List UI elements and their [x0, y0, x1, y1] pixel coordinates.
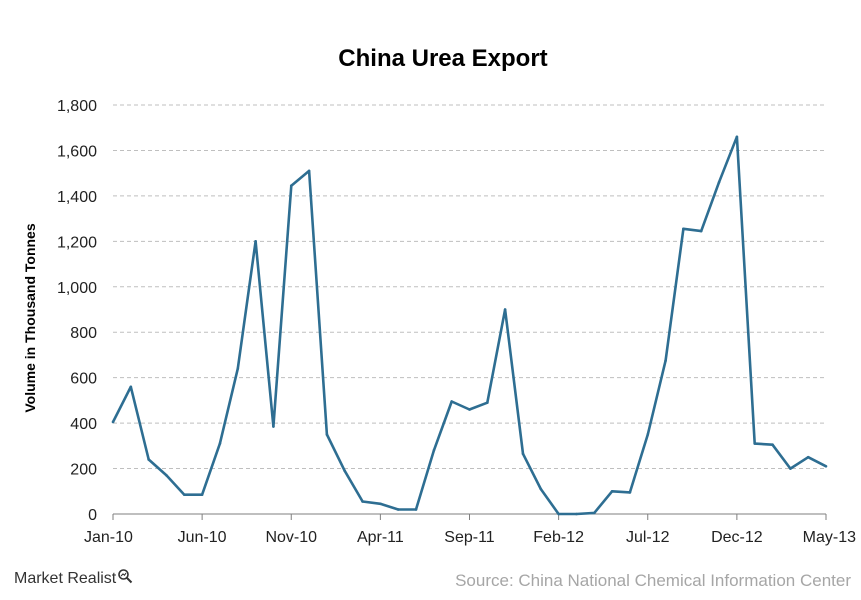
data-point — [806, 455, 810, 459]
x-tick-label: Sep-11 — [444, 529, 495, 546]
magnifier-icon — [117, 568, 133, 589]
data-point — [183, 493, 186, 496]
data-point — [539, 487, 543, 491]
y-tick-label: 1,200 — [57, 234, 97, 251]
y-tick-label: 1,000 — [57, 280, 97, 297]
y-tick-label: 600 — [70, 371, 97, 388]
data-point — [361, 500, 364, 503]
data-point — [682, 227, 685, 231]
data-point — [699, 229, 703, 233]
data-point — [557, 512, 560, 516]
source-note: Source: China National Chemical Informat… — [455, 571, 851, 590]
x-tick-label: Nov-10 — [265, 529, 317, 546]
data-point — [200, 493, 204, 496]
data-point — [379, 502, 382, 506]
x-axis-ticks: Jan-10 Jun-10 Nov-10 Apr-11 Sep-11 Feb-12 Jul-… — [84, 514, 856, 546]
data-point — [753, 442, 756, 445]
data-point — [129, 385, 133, 389]
data-point — [717, 180, 721, 184]
brand-logo: Market Realist — [14, 568, 133, 589]
x-tick-label: Apr-11 — [357, 529, 404, 546]
data-point — [789, 467, 792, 470]
series-line — [111, 135, 827, 516]
data-point — [468, 408, 471, 411]
data-point — [664, 359, 667, 362]
y-tick-label: 0 — [88, 507, 97, 524]
data-point — [610, 489, 614, 493]
data-point — [414, 508, 418, 511]
y-axis-title: Volume in Thousand Tonnes — [22, 223, 38, 412]
data-point — [254, 240, 257, 243]
data-point — [289, 184, 293, 187]
data-point — [272, 425, 275, 428]
brand-name: Market Realist — [14, 569, 117, 587]
data-point — [521, 452, 525, 456]
data-point — [503, 308, 507, 311]
x-tick-label: Jun-10 — [178, 529, 227, 546]
y-tick-label: 200 — [70, 462, 97, 479]
gridlines — [113, 104, 826, 515]
y-tick-label: 1,400 — [57, 189, 97, 206]
data-point — [592, 511, 596, 515]
data-point — [575, 512, 578, 516]
data-point — [771, 443, 774, 446]
y-tick-label: 1,600 — [57, 143, 97, 160]
data-point — [325, 433, 329, 436]
x-tick-label: Jul-12 — [626, 529, 670, 546]
data-point — [450, 400, 453, 403]
data-point — [646, 433, 650, 436]
data-point — [307, 169, 311, 173]
data-point — [396, 508, 400, 511]
y-tick-label: 800 — [70, 325, 97, 342]
data-point — [735, 135, 739, 139]
y-tick-label: 400 — [70, 416, 97, 433]
x-tick-label: Jan-10 — [84, 529, 133, 546]
data-point — [486, 401, 489, 404]
data-point — [824, 464, 828, 468]
y-tick-label: 1,800 — [57, 98, 97, 115]
data-point — [165, 474, 168, 477]
x-tick-label: May-13 — [803, 529, 856, 546]
series — [111, 135, 828, 516]
data-point — [432, 449, 436, 452]
y-axis-ticks: 0 200 400 600 800 1,000 1,200 1,400 1,600 1,800 — [57, 98, 97, 524]
data-point — [147, 458, 150, 461]
x-tick-label: Feb-12 — [533, 529, 584, 546]
x-tick-label: Dec-12 — [711, 529, 763, 546]
data-point — [628, 491, 632, 494]
data-point — [111, 420, 115, 424]
data-point — [218, 442, 222, 445]
data-point — [343, 469, 347, 473]
data-point — [236, 367, 240, 370]
chart-title: China Urea Export — [338, 45, 547, 72]
